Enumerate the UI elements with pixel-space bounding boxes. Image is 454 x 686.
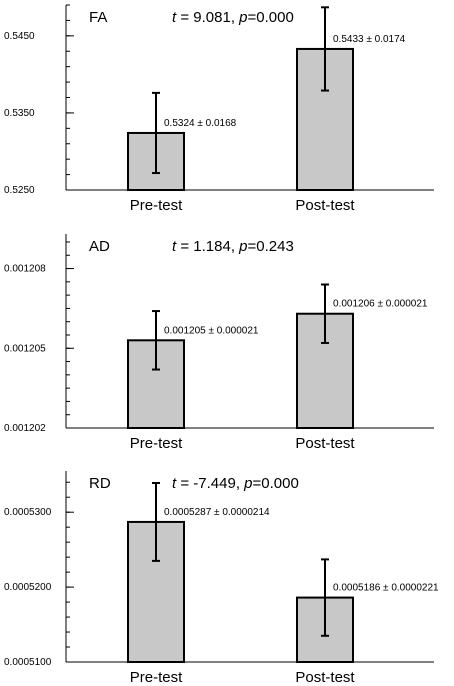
data-label: 0.5324 ± 0.0168 [164, 118, 237, 129]
data-label: 0.0005186 ± 0.0000221 [333, 583, 439, 594]
equals-sign: = [248, 9, 257, 26]
chart-panel-rd: 0.0005100 0.0005200 0.0005300 RD t = -7.449,… [4, 471, 439, 686]
y-tick-label: 0.001208 [4, 264, 46, 275]
equals-sign: = [176, 238, 193, 255]
p-symbol: p [238, 238, 247, 255]
y-tick-label: 0.001202 [4, 423, 46, 434]
data-label: 0.0005287 ± 0.0000214 [164, 507, 270, 518]
x-category-label: Post-test [295, 669, 355, 686]
t-value: 1.184 [193, 238, 231, 255]
y-tick-label: 0.5450 [4, 31, 35, 42]
equals-sign: = [176, 475, 193, 492]
y-tick-label: 0.001205 [4, 343, 46, 354]
data-label: 0.001206 ± 0.000021 [333, 299, 428, 310]
equals-sign: = [176, 9, 193, 26]
stat-text: t = 1.184, p=0.243 [172, 238, 294, 255]
t-value: -7.449 [193, 475, 236, 492]
p-symbol: p [238, 9, 247, 26]
x-category-label: Pre-test [130, 197, 183, 214]
comma-separator: , [236, 475, 244, 492]
y-tick-label: 0.0005100 [4, 657, 52, 668]
data-label: 0.001205 ± 0.000021 [164, 325, 259, 336]
y-tick-label: 0.5350 [4, 108, 35, 119]
y-tick-label: 0.0005300 [4, 507, 52, 518]
comma-separator: , [231, 9, 239, 26]
data-label: 0.5433 ± 0.0174 [333, 34, 406, 45]
stat-text: t = -7.449, p=0.000 [172, 475, 299, 492]
x-category-label: Post-test [295, 435, 355, 452]
t-symbol: t [172, 9, 177, 26]
p-symbol: p [243, 475, 252, 492]
comma-separator: , [231, 238, 239, 255]
panel-title: FA [89, 9, 107, 26]
x-category-label: Pre-test [130, 435, 183, 452]
p-value: 0.243 [256, 238, 294, 255]
t-value: 9.081 [193, 9, 231, 26]
y-tick-label: 0.5250 [4, 185, 35, 196]
equals-sign: = [253, 475, 262, 492]
x-category-label: Pre-test [130, 669, 183, 686]
x-category-label: Post-test [295, 197, 355, 214]
p-value: 0.000 [256, 9, 294, 26]
panel-title: AD [89, 238, 110, 255]
y-tick-label: 0.0005200 [4, 582, 52, 593]
panel-title: RD [89, 475, 111, 492]
t-symbol: t [172, 475, 177, 492]
t-symbol: t [172, 238, 177, 255]
p-value: 0.000 [261, 475, 299, 492]
stat-text: t = 9.081, p=0.000 [172, 9, 294, 26]
equals-sign: = [248, 238, 257, 255]
